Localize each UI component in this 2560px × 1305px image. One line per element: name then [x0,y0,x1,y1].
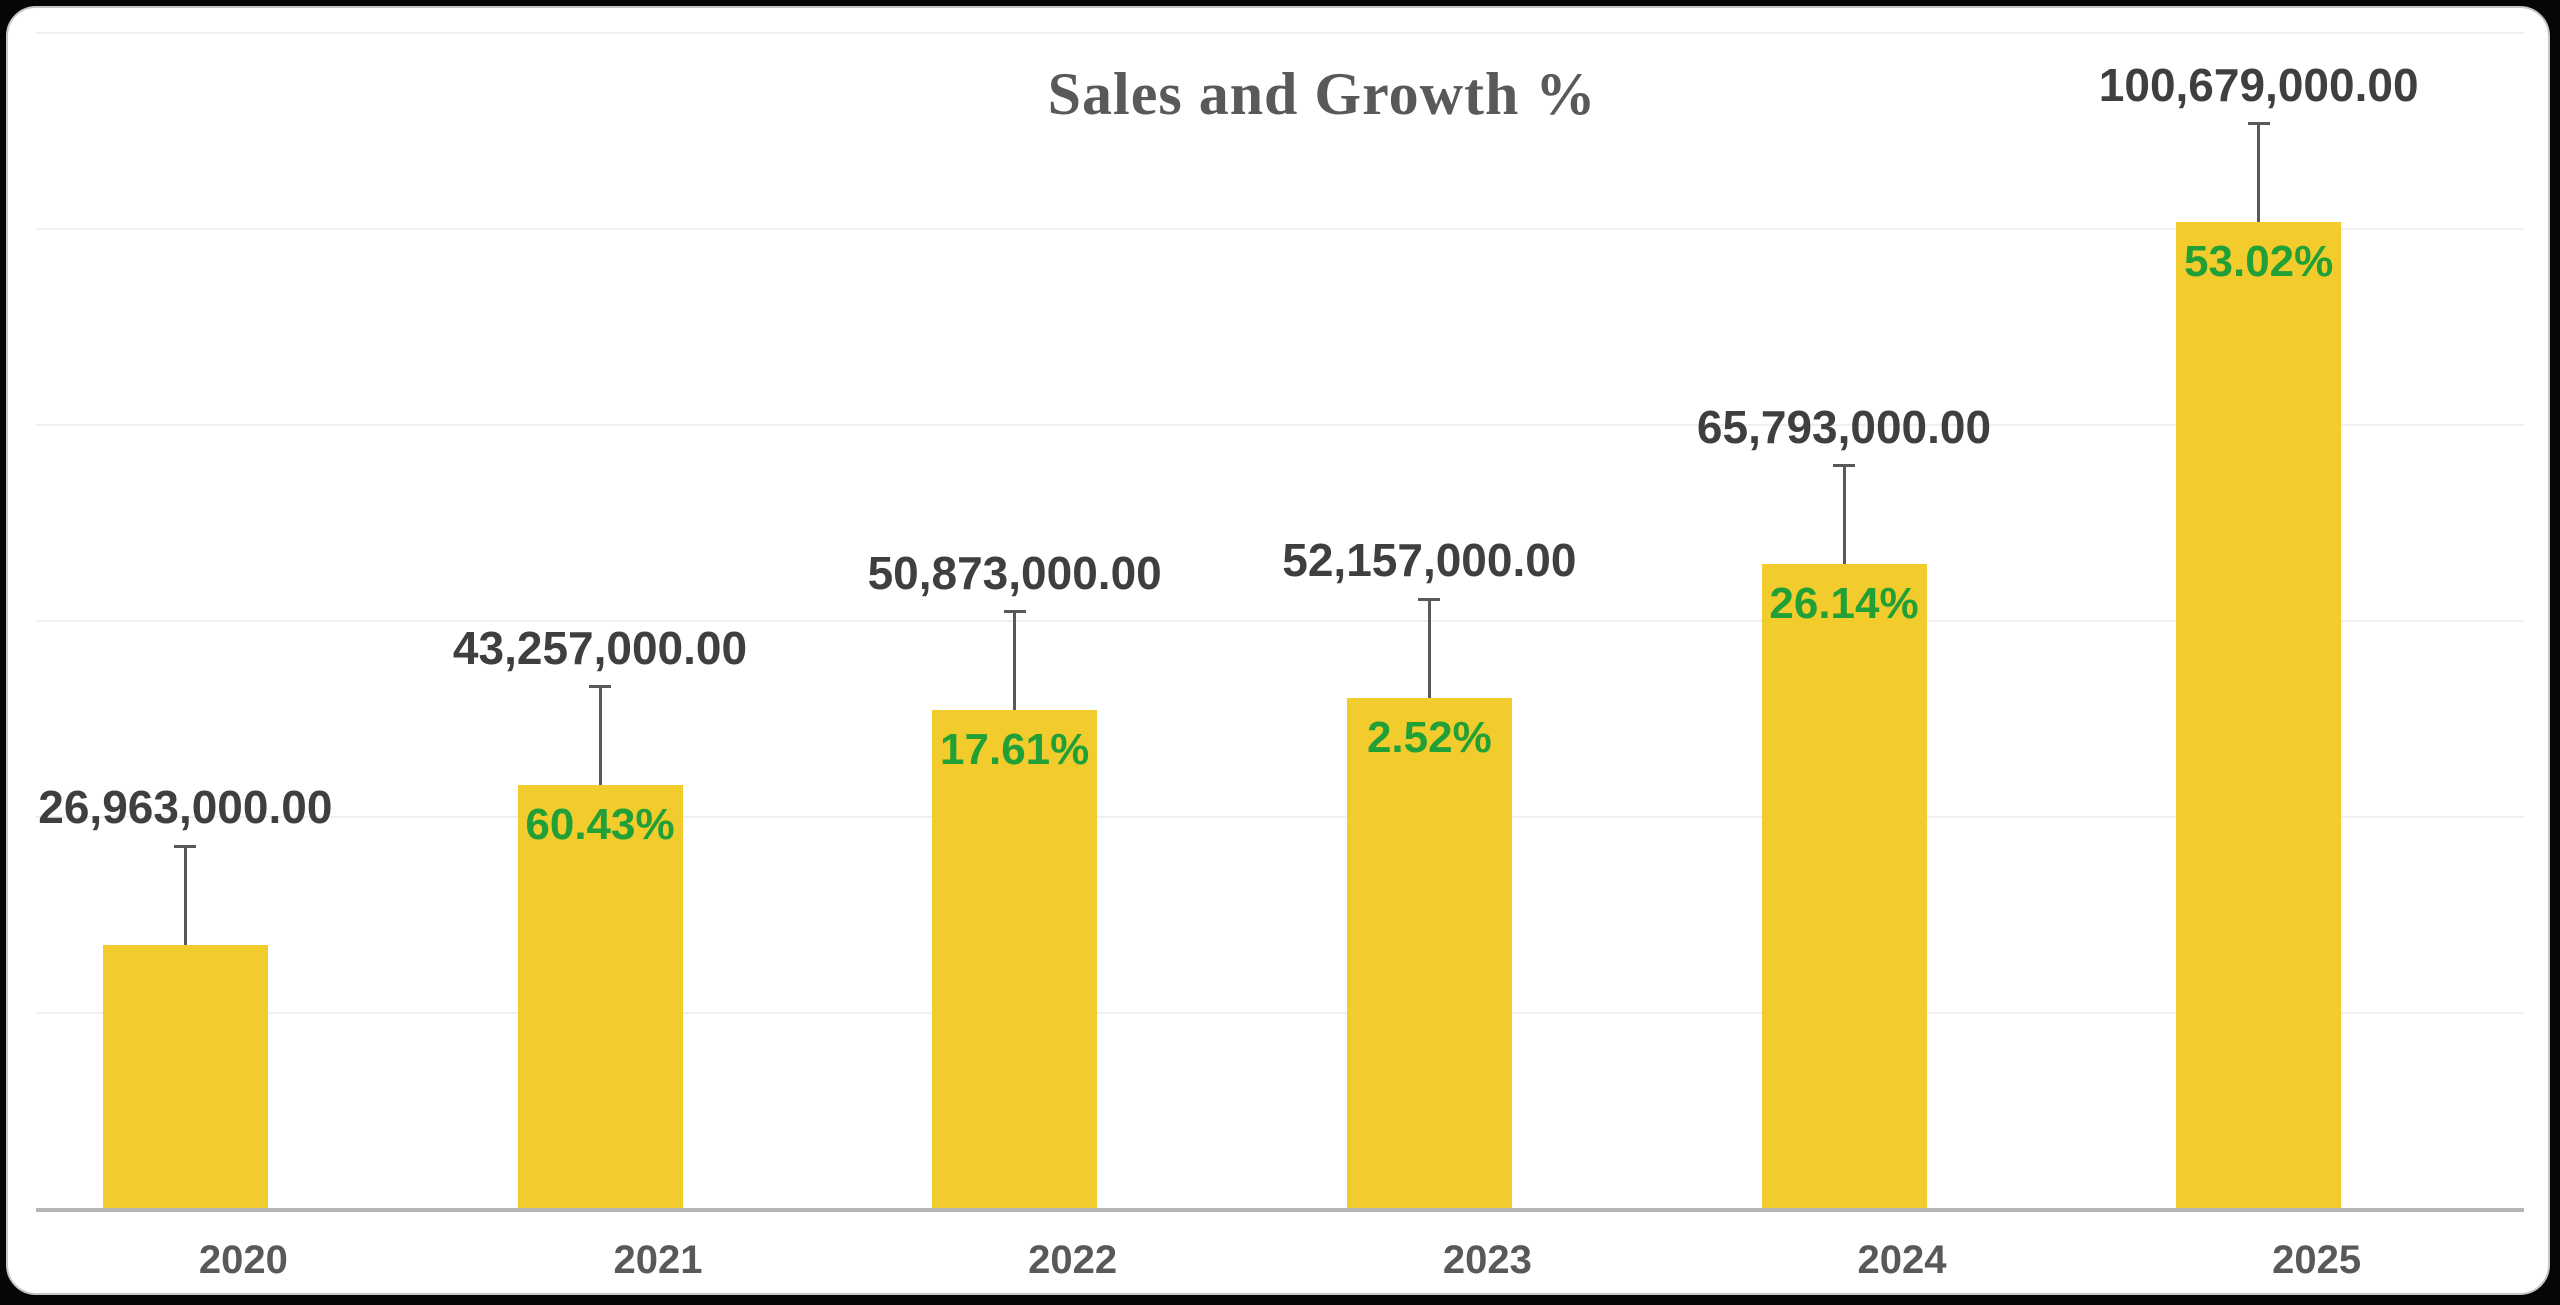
gridline [36,32,2524,34]
sales-value-label: 65,793,000.00 [1696,400,1992,453]
leader-line [598,685,602,786]
leader-line-cap [1418,597,1441,601]
sales-value-label: 43,257,000.00 [452,621,748,674]
growth-percent-label: 2.52% [1366,712,1492,762]
leader-line-cap [2247,122,2270,126]
chart-title: Sales and Growth % [1047,61,1597,127]
growth-percent-label: 17.61% [940,725,1090,775]
chart-card [6,6,2550,1295]
leader-line [1842,464,1846,565]
sales-value-label: 26,963,000.00 [38,781,333,834]
sales-bar[interactable] [517,785,683,1209]
leader-line [1427,597,1431,698]
leader-line-cap [1003,610,1026,614]
sales-bar[interactable] [1346,697,1512,1209]
year-label: 2025 [2272,1238,2362,1282]
leader-line [1013,610,1017,711]
sales-bar[interactable] [2176,222,2342,1209]
year-label: 2022 [1028,1238,1118,1282]
sales-value-label: 52,157,000.00 [1282,534,1577,587]
year-label: 2024 [1857,1238,1947,1282]
leader-line-cap [174,844,197,848]
gridline [36,1012,2524,1014]
year-label: 2020 [198,1238,288,1282]
x-axis-line [36,1208,2524,1212]
growth-percent-label: 53.02% [2184,237,2334,287]
year-label: 2021 [613,1238,703,1282]
leader-line [183,844,187,945]
year-label: 2023 [1442,1238,1532,1282]
sales-value-label: 50,873,000.00 [867,546,1162,599]
sales-bar[interactable] [1761,564,1927,1209]
leader-line [2257,122,2261,223]
growth-percent-label: 26.14% [1769,579,1919,629]
leader-line-cap [589,685,611,689]
growth-percent-label: 60.43% [525,800,675,850]
leader-line-cap [1833,464,1855,468]
sales-value-label: 100,679,000.00 [2098,58,2419,111]
gridline [36,424,2524,426]
sales-bar[interactable] [932,710,1098,1209]
gridline [36,228,2524,230]
gridline [36,816,2524,818]
gridline [36,620,2524,622]
sales-bar[interactable] [102,944,268,1209]
